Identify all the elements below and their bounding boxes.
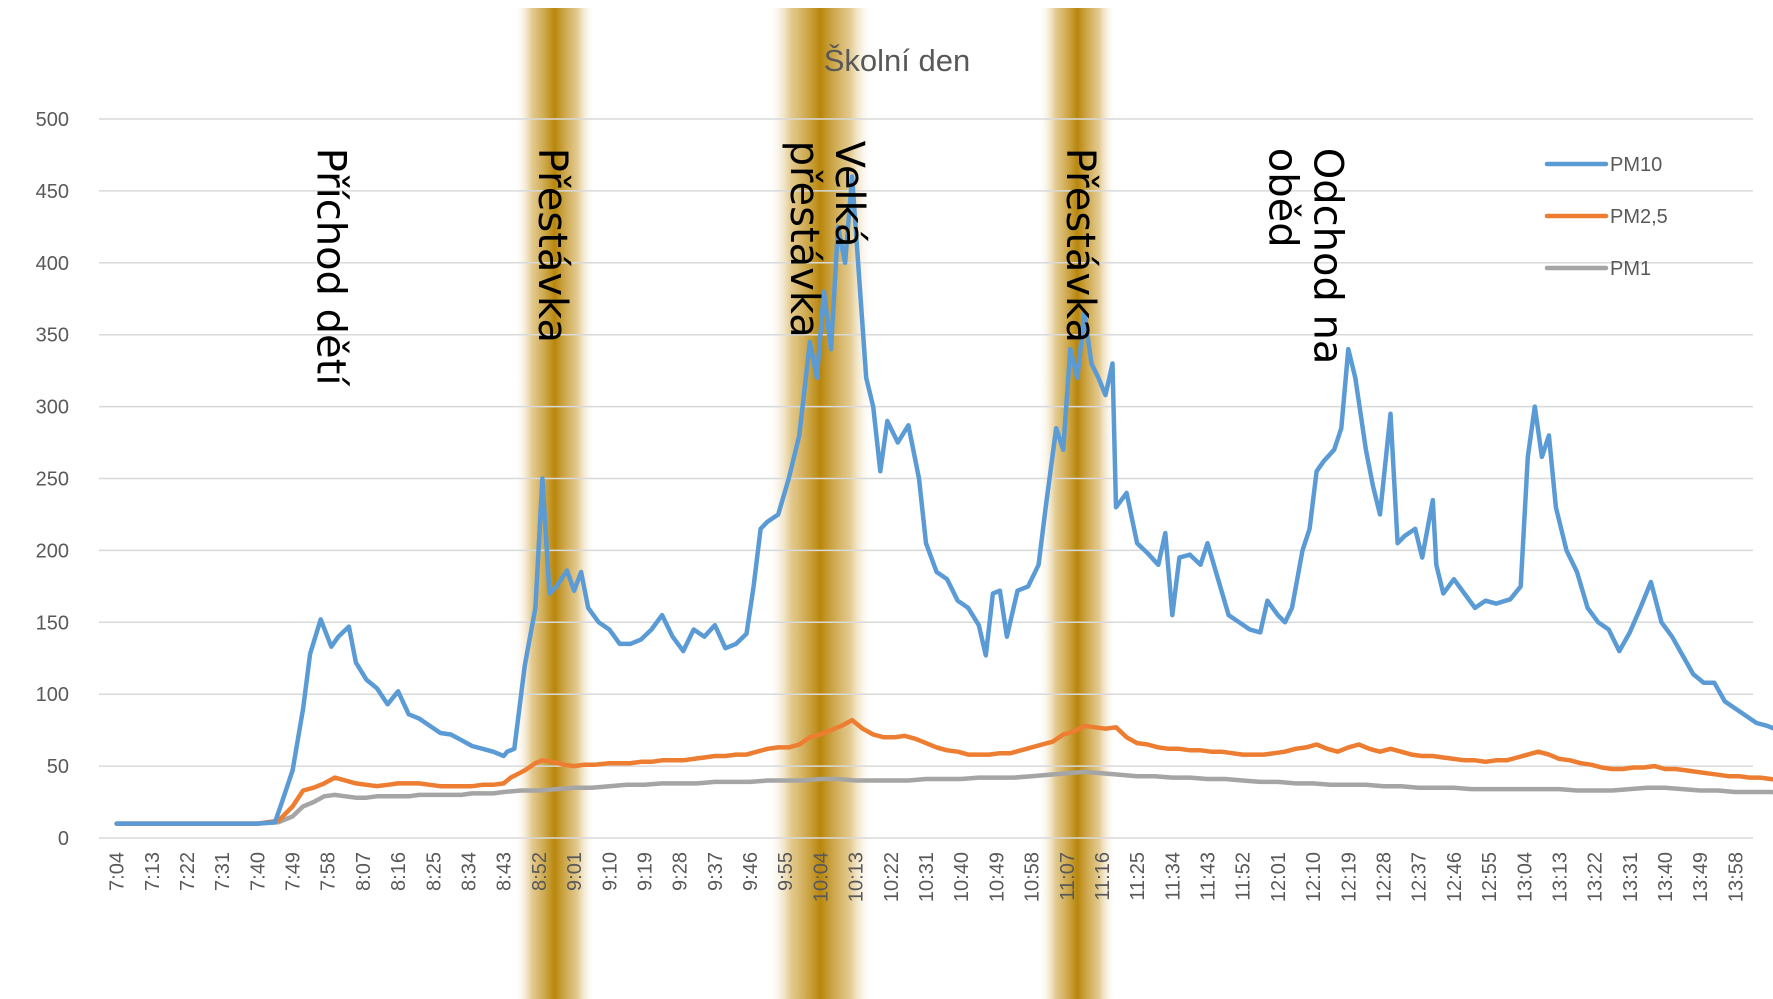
x-tick-label: 10:04 (810, 852, 832, 902)
highlight-band (767, 8, 874, 999)
x-tick-label: 13:04 (1514, 852, 1536, 902)
gridlines (99, 118, 1753, 767)
x-tick-label: 12:10 (1303, 852, 1325, 902)
annotation-line: Přestávka (529, 148, 575, 343)
y-tick-label: 450 (36, 181, 69, 203)
annotation: Příchod dětí (307, 148, 353, 388)
x-tick-label: 11:34 (1162, 852, 1184, 901)
x-tick-label: 10:49 (986, 852, 1008, 902)
legend: PM10 PM2,5 PM1 (1544, 154, 1668, 280)
x-tick-label: 11:43 (1198, 852, 1220, 901)
x-tick-label: 11:25 (1127, 852, 1149, 901)
x-tick-label: 11:07 (1057, 852, 1079, 901)
y-tick-label: 50 (47, 756, 69, 778)
highlight-band (1038, 8, 1117, 999)
annotation: Přestávka (1057, 148, 1103, 343)
legend-label: PM2,5 (1610, 206, 1668, 228)
highlight-band (514, 8, 596, 999)
series-line-pm1 (114, 769, 1773, 826)
y-tick-label: 350 (36, 325, 69, 347)
x-tick-label: 10:40 (951, 852, 973, 902)
x-tick-label: 8:34 (459, 852, 481, 891)
x-tick-label: 13:31 (1620, 852, 1642, 902)
x-tick-label: 13:49 (1690, 852, 1712, 902)
x-tick-label: 7:04 (107, 852, 129, 891)
x-tick-label: 9:28 (670, 852, 692, 891)
chart-title: Školní den (824, 43, 971, 78)
y-tick-label: 300 (36, 397, 69, 419)
x-tick-label: 9:46 (740, 852, 762, 891)
x-tick-label: 12:01 (1268, 852, 1290, 902)
highlight-bands (514, 8, 1117, 999)
x-tick-label: 9:19 (634, 852, 656, 891)
x-tick-label: 10:31 (916, 852, 938, 902)
x-tick-label: 9:01 (564, 852, 586, 891)
y-tick-label: 0 (58, 828, 69, 850)
legend-label: PM1 (1610, 258, 1651, 280)
x-tick-label: 12:46 (1444, 852, 1466, 902)
x-axis-ticks: 7:04 7:13 7:22 7:31 7:40 7:49 7:58 8:07 8:16 8:25… (107, 852, 1748, 902)
annotation: Přestávka (529, 148, 575, 343)
x-tick-label: 12:19 (1338, 852, 1360, 902)
series-lines (114, 174, 1773, 826)
annotation-line: Příchod dětí (307, 148, 353, 388)
x-tick-label: 12:37 (1409, 852, 1431, 902)
x-tick-label: 7:22 (177, 852, 199, 891)
y-tick-label: 200 (36, 540, 69, 562)
annotation-line: přestávka (781, 141, 827, 338)
x-tick-label: 9:37 (705, 852, 727, 891)
x-tick-label: 11:16 (1092, 852, 1114, 901)
x-tick-label: 12:28 (1373, 852, 1395, 902)
x-tick-label: 9:10 (599, 852, 621, 891)
annotation-line: Přestávka (1057, 148, 1103, 343)
y-axis-ticks: 0 50 100 150 200 250 300 350 400 450 500 (36, 109, 69, 850)
y-tick-label: 400 (36, 253, 69, 275)
y-tick-label: 150 (36, 612, 69, 634)
y-tick-label: 100 (36, 684, 69, 706)
x-tick-label: 7:58 (318, 852, 340, 891)
annotation-line: oběd (1260, 148, 1306, 248)
x-tick-label: 7:31 (212, 852, 234, 891)
x-tick-label: 10:58 (1022, 852, 1044, 902)
series-line-pm2-5 (114, 717, 1773, 826)
x-tick-label: 8:07 (353, 852, 375, 891)
x-tick-label: 13:13 (1549, 852, 1571, 902)
x-tick-label: 11:52 (1233, 852, 1255, 901)
x-tick-label: 13:58 (1725, 852, 1747, 902)
series-line-pm10 (114, 174, 1773, 826)
x-tick-label: 13:22 (1585, 852, 1607, 902)
x-tick-label: 8:16 (388, 852, 410, 891)
x-tick-label: 12:55 (1479, 852, 1501, 902)
x-tick-label: 10:22 (881, 852, 903, 902)
legend-label: PM10 (1610, 154, 1662, 176)
x-tick-label: 7:49 (283, 852, 305, 891)
annotation-line: Odchod na (1305, 148, 1351, 365)
x-tick-label: 7:40 (247, 852, 269, 891)
y-tick-label: 500 (36, 109, 69, 131)
x-tick-label: 8:52 (529, 852, 551, 891)
x-tick-label: 9:55 (775, 852, 797, 891)
x-tick-label: 7:13 (142, 852, 164, 891)
x-tick-label: 13:40 (1655, 852, 1677, 902)
x-tick-label: 8:25 (423, 852, 445, 891)
x-tick-label: 8:43 (494, 852, 516, 891)
annotation-line: Velká (826, 141, 872, 248)
x-tick-label: 10:13 (846, 852, 868, 902)
y-tick-label: 250 (36, 469, 69, 491)
